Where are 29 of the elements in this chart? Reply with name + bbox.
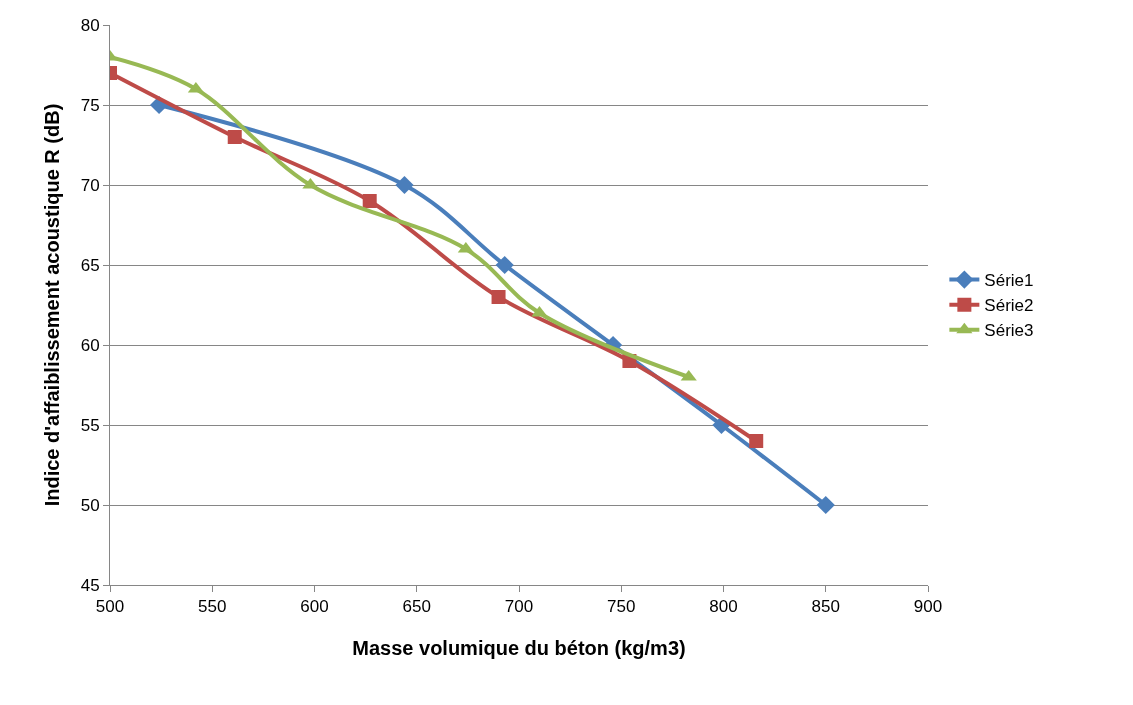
y-tick-label: 70 <box>80 175 100 195</box>
point <box>816 495 835 515</box>
point <box>495 255 514 275</box>
point <box>227 130 242 144</box>
x-tick-label: 750 <box>607 597 636 617</box>
point <box>491 290 506 304</box>
x-tick-label: 850 <box>811 597 840 617</box>
y-tick-label: 75 <box>80 95 100 115</box>
y-tick-label: 45 <box>80 575 100 595</box>
legend-label: Série3 <box>984 321 1034 341</box>
y-tick-label: 80 <box>80 15 100 35</box>
y-tick-label: 55 <box>80 415 100 435</box>
x-axis-title: Masse volumique du béton (kg/m3) <box>352 636 686 659</box>
x-tick-label: 700 <box>504 597 534 617</box>
point <box>395 175 414 195</box>
y-tick-label: 65 <box>80 255 100 275</box>
legend-label: Série2 <box>984 296 1034 316</box>
x-tick-label: 650 <box>402 597 431 617</box>
point <box>362 194 377 208</box>
x-tick-label: 900 <box>913 597 943 617</box>
x-tick-label: 550 <box>198 597 227 617</box>
y-tick-label: 60 <box>80 335 100 355</box>
legend-label: Série1 <box>984 271 1034 291</box>
x-tick-label: 800 <box>709 597 738 617</box>
x-tick-label: 500 <box>95 597 125 617</box>
y-axis-title: Indice d'affaiblissement acoustique R (dB) <box>41 103 64 507</box>
x-tick-label: 600 <box>300 597 329 617</box>
point <box>749 434 764 448</box>
y-tick-label: 50 <box>80 495 100 515</box>
